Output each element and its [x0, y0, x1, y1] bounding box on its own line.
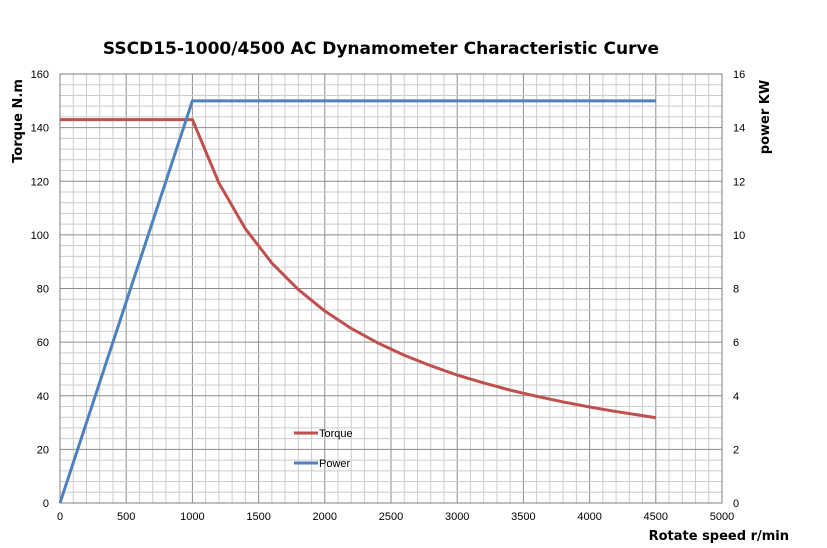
- x-tick-label: 5000: [710, 511, 734, 523]
- x-tick-label: 1500: [246, 511, 270, 523]
- y-axis-title: Torque N.m: [11, 79, 26, 163]
- x-tick-label: 500: [117, 511, 135, 523]
- chart-title: SSCD15-1000/4500 AC Dynamometer Characte…: [103, 39, 659, 59]
- x-axis-ticks: 0 500 1000 1500 2000 2500 3000 3500 4000 4500 5000: [57, 511, 734, 523]
- y-tick-label: 60: [37, 337, 49, 349]
- y2-tick-label: 2: [733, 444, 739, 456]
- series-line-torque: [60, 118, 657, 420]
- y-tick-label: 80: [37, 284, 49, 296]
- series-line-power: [58, 99, 656, 504]
- y-tick-label: 120: [31, 176, 49, 188]
- y2-tick-label: 10: [733, 230, 745, 242]
- x-tick-label: 4500: [644, 511, 668, 523]
- y2-axis-title: power KW: [758, 80, 773, 154]
- y2-tick-label: 16: [733, 69, 745, 81]
- x-tick-label: 0: [57, 511, 63, 523]
- x-tick-label: 2500: [379, 511, 403, 523]
- y2-tick-label: 4: [733, 391, 739, 403]
- gridlines: [59, 73, 723, 504]
- y2-tick-label: 8: [733, 284, 739, 296]
- x-tick-label: 3500: [511, 511, 535, 523]
- y2-tick-label: 6: [733, 337, 739, 349]
- x-tick-label: 2000: [313, 511, 337, 523]
- y2-axis-ticks: 0 2 4 6 8 10 12 14 16: [733, 69, 745, 510]
- y-tick-label: 140: [31, 123, 49, 135]
- legend: Torque Power: [294, 428, 353, 470]
- y-tick-label: 100: [31, 230, 49, 242]
- legend-label-torque: Torque: [319, 428, 353, 440]
- x-axis-title: Rotate speed r/min: [649, 529, 789, 544]
- y-tick-label: 40: [37, 391, 49, 403]
- x-tick-label: 3000: [445, 511, 469, 523]
- plot-area-frame: [59, 73, 723, 504]
- y-tick-label: 20: [37, 444, 49, 456]
- y2-tick-label: 12: [733, 176, 745, 188]
- y-tick-label: 160: [31, 69, 49, 81]
- y-tick-label: 0: [43, 498, 49, 510]
- y-axis-ticks: 0 20 40 60 80 100 120 140 160: [31, 69, 49, 510]
- x-tick-label: 1000: [180, 511, 204, 523]
- legend-label-power: Power: [319, 458, 351, 470]
- x-tick-label: 4000: [577, 511, 601, 523]
- y2-tick-label: 0: [733, 498, 739, 510]
- y2-tick-label: 14: [733, 123, 745, 135]
